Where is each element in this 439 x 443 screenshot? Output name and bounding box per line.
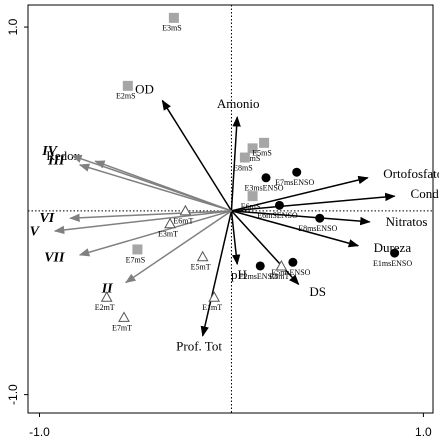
vector-arrow bbox=[231, 210, 371, 226]
site-circle bbox=[292, 167, 302, 177]
site-label: E1mS bbox=[241, 154, 261, 163]
site-circle bbox=[390, 248, 400, 258]
site-square bbox=[239, 152, 250, 163]
site-label: E5msENSO bbox=[271, 268, 310, 277]
site-triangle bbox=[100, 291, 113, 302]
site-circle bbox=[255, 261, 265, 271]
site-square bbox=[168, 12, 179, 23]
site-label: E7mS bbox=[126, 255, 146, 264]
vector-label: pH bbox=[231, 267, 247, 282]
vector-arrow bbox=[231, 210, 360, 248]
vector-arrow bbox=[200, 210, 233, 337]
site-label: E6mSENSO bbox=[257, 211, 298, 220]
site-square bbox=[247, 191, 258, 202]
vector-arrow bbox=[69, 210, 232, 222]
site-square bbox=[132, 244, 143, 255]
site-label: E6mT bbox=[173, 217, 193, 226]
vector-arrow bbox=[125, 210, 232, 284]
site-triangle bbox=[179, 204, 192, 216]
site-square bbox=[259, 137, 270, 148]
site-circle bbox=[315, 213, 325, 223]
vector-label: Ortofosfatos bbox=[383, 166, 439, 181]
vector-label: V bbox=[30, 225, 41, 240]
site-label: E3mS bbox=[162, 24, 182, 33]
vector-label: IV bbox=[41, 144, 58, 159]
vector-label: Nitratos bbox=[386, 214, 428, 229]
site-triangle bbox=[164, 217, 176, 229]
vector-arrow bbox=[161, 99, 233, 212]
y-tick-label: -1.0 bbox=[6, 384, 20, 405]
site-label: E5mT bbox=[191, 263, 211, 272]
site-square bbox=[247, 143, 258, 154]
site-label: E2msENSO bbox=[239, 272, 278, 281]
vector-arrow bbox=[230, 210, 300, 286]
vector-label: VII bbox=[44, 251, 65, 266]
vector-label: Dureza bbox=[374, 240, 412, 255]
vector-label: DS bbox=[309, 284, 326, 299]
site-label: E8msENSO bbox=[298, 224, 337, 233]
vector-label: III bbox=[47, 154, 65, 169]
site-label: E8mT bbox=[269, 272, 289, 281]
vector-label: OD bbox=[135, 81, 154, 96]
site-label: E5mS bbox=[252, 149, 272, 158]
vector-label: Prof. Tot bbox=[176, 338, 222, 353]
vector-arrow bbox=[78, 163, 232, 212]
site-square bbox=[122, 80, 133, 91]
vector-label: VI bbox=[39, 211, 54, 226]
x-tick-label: 1.0 bbox=[415, 425, 432, 439]
vector-arrow bbox=[78, 210, 232, 257]
y-tick-label: 1.0 bbox=[6, 18, 20, 35]
site-circle bbox=[274, 200, 284, 210]
site-label: E7mT bbox=[112, 323, 132, 332]
site-label: E7msENSO bbox=[275, 178, 314, 187]
x-tick-label: -1.0 bbox=[29, 425, 50, 439]
vector-arrow bbox=[230, 210, 241, 266]
site-triangle bbox=[275, 259, 288, 271]
site-circle bbox=[261, 173, 271, 183]
vector-arrow bbox=[231, 192, 396, 212]
vector-arrow bbox=[53, 210, 232, 235]
site-label: E3msENSO bbox=[244, 184, 283, 193]
site-triangle bbox=[196, 250, 209, 262]
vector-arrow bbox=[231, 175, 369, 212]
plot-frame bbox=[27, 4, 434, 414]
vector-label: II bbox=[101, 281, 113, 296]
vector-arrow bbox=[71, 154, 232, 212]
vector-arrow bbox=[230, 116, 241, 211]
site-label: E3mT bbox=[158, 230, 178, 239]
site-label: E1msENSO bbox=[373, 259, 412, 268]
site-label: E1mT bbox=[202, 303, 222, 312]
site-circle bbox=[288, 257, 298, 267]
site-label: E2mT bbox=[95, 303, 115, 312]
vector-label: Cond bbox=[411, 186, 439, 201]
site-triangle bbox=[118, 311, 130, 322]
vector-label: Amonio bbox=[217, 96, 260, 111]
site-label: E8mS bbox=[233, 163, 253, 172]
site-label: E2mS bbox=[116, 92, 136, 101]
site-label: E6mS bbox=[241, 202, 261, 211]
site-triangle bbox=[208, 291, 221, 302]
